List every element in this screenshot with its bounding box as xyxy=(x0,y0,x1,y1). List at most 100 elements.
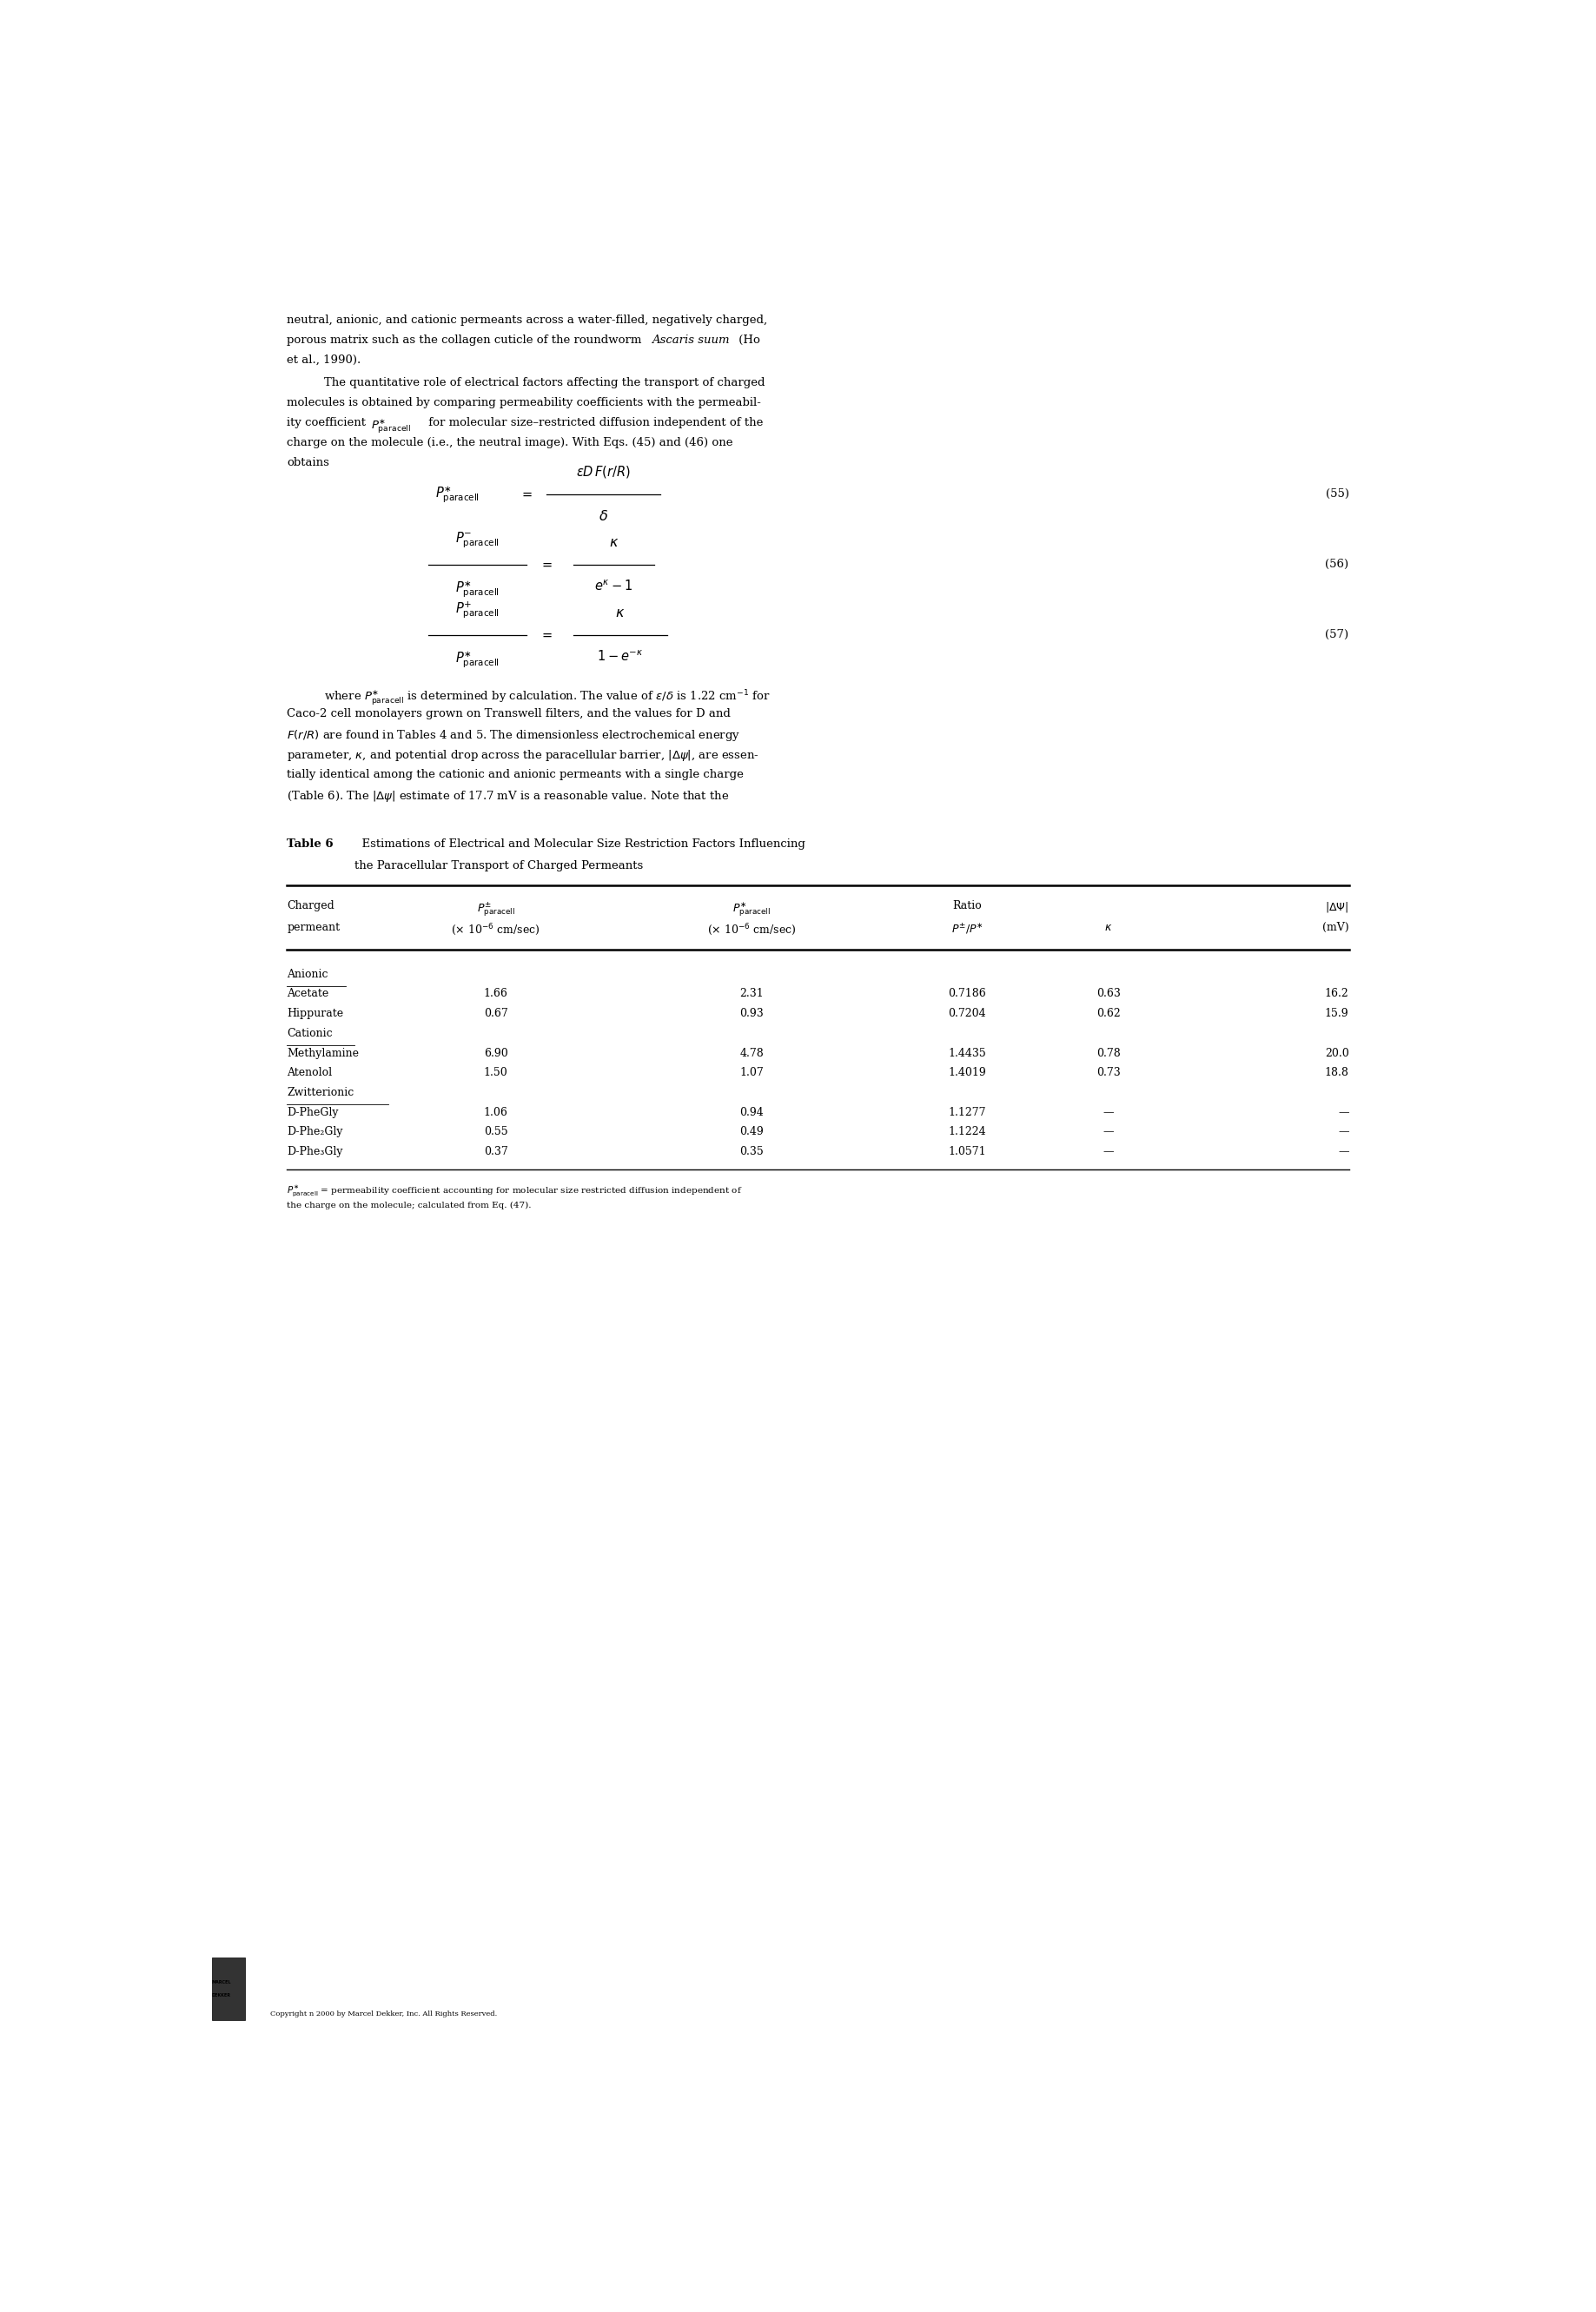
Text: D-PheGly: D-PheGly xyxy=(287,1107,338,1119)
FancyBboxPatch shape xyxy=(212,1958,246,2021)
Text: 15.9: 15.9 xyxy=(1325,1008,1349,1020)
Text: $P^{\pm}/P^{\ast}$: $P^{\pm}/P^{\ast}$ xyxy=(951,922,983,936)
Text: $P^{\ast}_{\mathrm{paracell}}$: $P^{\ast}_{\mathrm{paracell}}$ xyxy=(372,416,412,435)
Text: $P^{\ast}_{\mathrm{paracell}}$ = permeability coefficient accounting for molecul: $P^{\ast}_{\mathrm{paracell}}$ = permeab… xyxy=(287,1184,742,1198)
Text: $P^{\ast}_{\mathrm{paracell}}$: $P^{\ast}_{\mathrm{paracell}}$ xyxy=(436,483,479,504)
Text: (Ho: (Ho xyxy=(734,335,760,344)
Text: 1.66: 1.66 xyxy=(484,987,508,999)
Text: Hippurate: Hippurate xyxy=(287,1008,343,1020)
Text: Estimations of Electrical and Molecular Size Restriction Factors Influencing: Estimations of Electrical and Molecular … xyxy=(354,839,804,851)
Text: the charge on the molecule; calculated from Eq. (47).: the charge on the molecule; calculated f… xyxy=(287,1202,531,1209)
Text: $e^{\kappa} - 1$: $e^{\kappa} - 1$ xyxy=(594,580,632,594)
Text: $1 - e^{-\kappa}$: $1 - e^{-\kappa}$ xyxy=(597,650,643,664)
Text: $P^{-}_{\mathrm{paracell}}$: $P^{-}_{\mathrm{paracell}}$ xyxy=(455,529,500,550)
Text: 0.93: 0.93 xyxy=(739,1008,763,1020)
Text: Atenolol: Atenolol xyxy=(287,1068,332,1077)
Text: 1.50: 1.50 xyxy=(484,1068,508,1077)
Text: Zwitterionic: Zwitterionic xyxy=(287,1087,354,1098)
Text: charge on the molecule (i.e., the neutral image). With Eqs. (45) and (46) one: charge on the molecule (i.e., the neutra… xyxy=(287,437,733,449)
Text: —: — xyxy=(1337,1126,1349,1138)
Text: 0.73: 0.73 xyxy=(1096,1068,1120,1077)
Text: —: — xyxy=(1337,1107,1349,1119)
Text: (mV): (mV) xyxy=(1321,922,1349,934)
Text: 0.7186: 0.7186 xyxy=(948,987,986,999)
Text: Charged: Charged xyxy=(287,899,335,911)
Text: Anionic: Anionic xyxy=(287,969,329,980)
Text: ($\times$ 10$^{-6}$ cm/sec): ($\times$ 10$^{-6}$ cm/sec) xyxy=(452,922,539,936)
Text: ity coefficient: ity coefficient xyxy=(287,416,370,428)
Text: permeant: permeant xyxy=(287,922,340,934)
Text: et al., 1990).: et al., 1990). xyxy=(287,354,361,365)
Text: 6.90: 6.90 xyxy=(484,1047,508,1059)
Text: (56): (56) xyxy=(1325,560,1349,571)
Text: $=$: $=$ xyxy=(539,629,552,640)
Text: Table 6: Table 6 xyxy=(287,839,334,851)
Text: 18.8: 18.8 xyxy=(1325,1068,1349,1077)
Text: Methylamine: Methylamine xyxy=(287,1047,359,1059)
Text: 0.7204: 0.7204 xyxy=(948,1008,986,1020)
Text: 1.1224: 1.1224 xyxy=(948,1126,986,1138)
Text: ($\times$ 10$^{-6}$ cm/sec): ($\times$ 10$^{-6}$ cm/sec) xyxy=(707,922,796,936)
Text: parameter, $\kappa$, and potential drop across the paracellular barrier, $|\Delt: parameter, $\kappa$, and potential drop … xyxy=(287,749,760,763)
Text: 1.4019: 1.4019 xyxy=(948,1068,986,1077)
Text: 2.31: 2.31 xyxy=(739,987,763,999)
Text: molecules is obtained by comparing permeability coefficients with the permeabil-: molecules is obtained by comparing perme… xyxy=(287,398,761,409)
Text: Ratio: Ratio xyxy=(953,899,982,911)
Text: 1.07: 1.07 xyxy=(739,1068,763,1077)
Text: 0.37: 0.37 xyxy=(484,1147,508,1158)
Text: 16.2: 16.2 xyxy=(1325,987,1349,999)
Text: MARCEL: MARCEL xyxy=(212,1979,231,1984)
Text: for molecular size–restricted diffusion independent of the: for molecular size–restricted diffusion … xyxy=(425,416,763,428)
Text: $P^{\ast}_{\mathrm{paracell}}$: $P^{\ast}_{\mathrm{paracell}}$ xyxy=(455,580,500,599)
Text: 20.0: 20.0 xyxy=(1325,1047,1349,1059)
Text: (Table 6). The $|\Delta\psi|$ estimate of 17.7 mV is a reasonable value. Note th: (Table 6). The $|\Delta\psi|$ estimate o… xyxy=(287,788,729,802)
Text: Acetate: Acetate xyxy=(287,987,329,999)
Text: $P^{\ast}_{\mathrm{paracell}}$: $P^{\ast}_{\mathrm{paracell}}$ xyxy=(455,650,500,670)
Text: 1.1277: 1.1277 xyxy=(948,1107,986,1119)
Text: 0.78: 0.78 xyxy=(1096,1047,1120,1059)
Text: 0.94: 0.94 xyxy=(739,1107,763,1119)
Text: (57): (57) xyxy=(1325,629,1349,640)
Text: —: — xyxy=(1337,1147,1349,1158)
Text: $P^{\pm}_{\mathrm{paracell}}$: $P^{\pm}_{\mathrm{paracell}}$ xyxy=(477,899,516,918)
Text: 0.63: 0.63 xyxy=(1096,987,1120,999)
Text: (55): (55) xyxy=(1325,488,1349,499)
Text: the Paracellular Transport of Charged Permeants: the Paracellular Transport of Charged Pe… xyxy=(354,860,643,872)
Text: tially identical among the cationic and anionic permeants with a single charge: tially identical among the cationic and … xyxy=(287,768,744,779)
Text: $|\Delta\Psi|$: $|\Delta\Psi|$ xyxy=(1325,899,1349,913)
Text: Cationic: Cationic xyxy=(287,1029,332,1038)
Text: $P^{\ast}_{\mathrm{paracell}}$: $P^{\ast}_{\mathrm{paracell}}$ xyxy=(733,899,771,918)
Text: —: — xyxy=(1103,1126,1114,1138)
Text: 0.49: 0.49 xyxy=(739,1126,763,1138)
Text: where $P^{\ast}_{\mathrm{paracell}}$ is determined by calculation. The value of : where $P^{\ast}_{\mathrm{paracell}}$ is … xyxy=(324,689,771,707)
Text: DEKKER: DEKKER xyxy=(212,1993,231,1998)
Text: 4.78: 4.78 xyxy=(739,1047,763,1059)
Text: D-Phe₃Gly: D-Phe₃Gly xyxy=(287,1147,343,1158)
Text: 0.35: 0.35 xyxy=(739,1147,763,1158)
Text: $\kappa$: $\kappa$ xyxy=(608,534,619,550)
Text: porous matrix such as the collagen cuticle of the roundworm: porous matrix such as the collagen cutic… xyxy=(287,335,645,344)
Text: Ascaris suum: Ascaris suum xyxy=(653,335,729,344)
Text: 1.0571: 1.0571 xyxy=(948,1147,986,1158)
Text: $\kappa$: $\kappa$ xyxy=(1104,922,1112,934)
Text: —: — xyxy=(1103,1107,1114,1119)
Text: $=$: $=$ xyxy=(519,488,533,499)
Text: 0.62: 0.62 xyxy=(1096,1008,1120,1020)
Text: 1.4435: 1.4435 xyxy=(948,1047,986,1059)
Text: $F(r/R)$ are found in Tables 4 and 5. The dimensionless electrochemical energy: $F(r/R)$ are found in Tables 4 and 5. Th… xyxy=(287,728,741,742)
Text: $=$: $=$ xyxy=(539,560,552,571)
Text: —: — xyxy=(1103,1147,1114,1158)
Text: D-Phe₂Gly: D-Phe₂Gly xyxy=(287,1126,343,1138)
Text: 1.06: 1.06 xyxy=(484,1107,508,1119)
Text: $\varepsilon D\,F(r/R)$: $\varepsilon D\,F(r/R)$ xyxy=(576,465,630,479)
Text: $\kappa$: $\kappa$ xyxy=(616,606,626,620)
Text: obtains: obtains xyxy=(287,458,329,469)
Text: 0.55: 0.55 xyxy=(484,1126,508,1138)
Text: 0.67: 0.67 xyxy=(484,1008,508,1020)
Text: $P^{+}_{\mathrm{paracell}}$: $P^{+}_{\mathrm{paracell}}$ xyxy=(455,599,500,620)
Text: The quantitative role of electrical factors affecting the transport of charged: The quantitative role of electrical fact… xyxy=(324,377,764,388)
Text: Copyright n 2000 by Marcel Dekker, Inc. All Rights Reserved.: Copyright n 2000 by Marcel Dekker, Inc. … xyxy=(270,2009,498,2016)
Text: neutral, anionic, and cationic permeants across a water-filled, negatively charg: neutral, anionic, and cationic permeants… xyxy=(287,314,768,326)
Text: $\delta$: $\delta$ xyxy=(598,509,608,525)
Text: Caco-2 cell monolayers grown on Transwell filters, and the values for D and: Caco-2 cell monolayers grown on Transwel… xyxy=(287,707,731,719)
